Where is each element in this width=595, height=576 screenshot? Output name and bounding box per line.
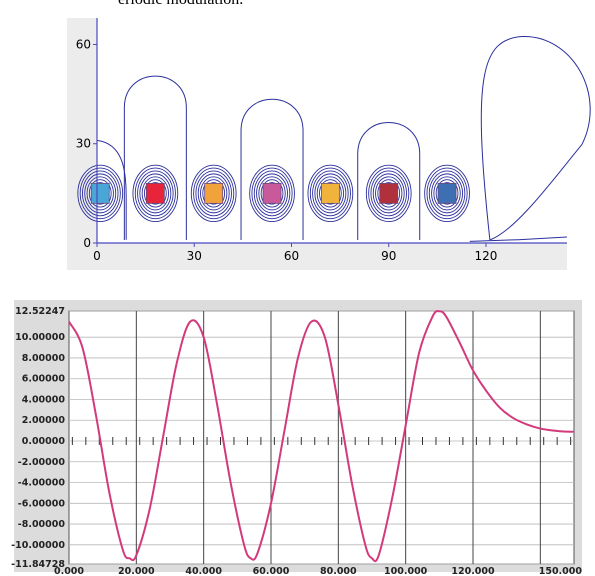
- x-tick-label: 90: [381, 249, 396, 263]
- source-marker: [90, 182, 110, 204]
- contour-loop: [309, 167, 351, 220]
- y-tick-label: 0.00000: [22, 436, 66, 447]
- contour-loop: [319, 179, 342, 208]
- x-tick-label: 0: [93, 249, 101, 263]
- contour-loop: [316, 176, 345, 211]
- x-tick-label: 30: [187, 249, 202, 263]
- contour-loop: [190, 164, 237, 223]
- contour-loop: [314, 173, 347, 214]
- contour-loop: [368, 167, 410, 220]
- contour-loop: [260, 179, 284, 208]
- contour-loop: [256, 173, 288, 214]
- y-tick-label: 6.00000: [22, 374, 66, 385]
- contour-loop: [435, 179, 459, 208]
- contour-loop: [193, 167, 235, 220]
- x-tick-label: 120: [475, 249, 498, 263]
- y-tick-label: -6.00000: [18, 498, 66, 509]
- contour-loop: [132, 164, 179, 223]
- contour-loop: [365, 164, 412, 223]
- contour-lines: [77, 36, 591, 242]
- y-tick-label: 12.52247: [15, 306, 65, 317]
- source-marker: [437, 182, 457, 204]
- contour-loop: [81, 170, 119, 217]
- contour-loop: [375, 176, 403, 211]
- outer-contour: [123, 75, 187, 240]
- contour-loop: [312, 170, 349, 217]
- contour-loop: [433, 176, 461, 211]
- source-markers: [90, 182, 457, 204]
- contour-loop: [84, 173, 117, 214]
- trailing-contour: [469, 236, 568, 242]
- y-tick-label: 30: [76, 137, 91, 151]
- axis-ticks: 0 30 60 90 120 0 30 60: [76, 37, 498, 263]
- outer-contour: [357, 122, 421, 240]
- y-tick-label: 60: [76, 37, 91, 51]
- source-marker: [379, 182, 399, 204]
- y-tick-label: -10.00000: [11, 540, 65, 551]
- contour-loop: [377, 179, 401, 208]
- contour-loop: [249, 164, 295, 223]
- source-marker: [204, 182, 224, 204]
- outer-contour: [96, 139, 127, 240]
- source-marker: [320, 182, 340, 204]
- contour-plot: 0 30 60 90 120 0 30 60: [67, 18, 591, 270]
- contour-loop: [372, 173, 405, 214]
- zero-line: [71, 437, 572, 446]
- contour-loop: [424, 164, 470, 223]
- outer-contour: [240, 98, 304, 240]
- y-tick-label: 4.00000: [22, 394, 66, 405]
- page-caption: eriodic modulation.: [118, 0, 243, 9]
- y-tick-label: 8.00000: [22, 353, 66, 364]
- contour-loop: [258, 176, 286, 211]
- y-tick-label: -4.00000: [18, 478, 66, 489]
- contour-loop: [86, 176, 114, 211]
- contour-loop: [137, 170, 174, 217]
- x-tick-label: 100.000: [384, 566, 428, 576]
- source-marker: [145, 182, 165, 204]
- contour-loop: [251, 167, 293, 220]
- contour-loop: [139, 173, 172, 214]
- x-tick-label: 0.000: [54, 566, 84, 576]
- contour-loop: [431, 173, 464, 214]
- x-tick-label: 60: [284, 249, 299, 263]
- y-tick-label: 0: [83, 236, 91, 250]
- x-tick-label: 120.000: [451, 566, 495, 576]
- contour-loop: [370, 170, 407, 217]
- contour-loop: [197, 173, 230, 214]
- contour-loop: [143, 179, 167, 208]
- x-tick-label: 150.000: [539, 566, 583, 576]
- contour-loop: [141, 176, 169, 211]
- x-tick-label: 80.000: [320, 566, 357, 576]
- contour-loop: [202, 179, 226, 208]
- y-tick-label: 2.00000: [22, 415, 66, 426]
- outer-contour: [480, 36, 591, 241]
- contour-loop: [200, 176, 228, 211]
- x-tick-label: 60.000: [253, 566, 290, 576]
- series-curve: [68, 310, 575, 563]
- source-marker: [262, 182, 282, 204]
- y-tick-label: -11.84728: [11, 559, 65, 570]
- contour-loop: [426, 167, 468, 220]
- contour-loop: [195, 170, 232, 217]
- x-tick-label: 20.000: [118, 566, 155, 576]
- x-tick-label: 40.000: [185, 566, 222, 576]
- y-tick-label: 10.00000: [15, 332, 65, 343]
- series-line: [68, 310, 575, 563]
- y-tick-label: -2.00000: [18, 457, 66, 468]
- contour-loop: [79, 167, 121, 220]
- contour-loop: [307, 164, 354, 223]
- contour-loop: [134, 167, 176, 220]
- y-tick-label: -8.00000: [18, 519, 66, 530]
- contour-loop: [428, 170, 466, 217]
- contour-loop: [88, 179, 112, 208]
- contour-loop: [253, 170, 291, 217]
- tick-labels: 12.52247 10.00000 8.00000 6.00000 4.00000 2.0…: [11, 306, 582, 576]
- contour-loop: [77, 164, 124, 223]
